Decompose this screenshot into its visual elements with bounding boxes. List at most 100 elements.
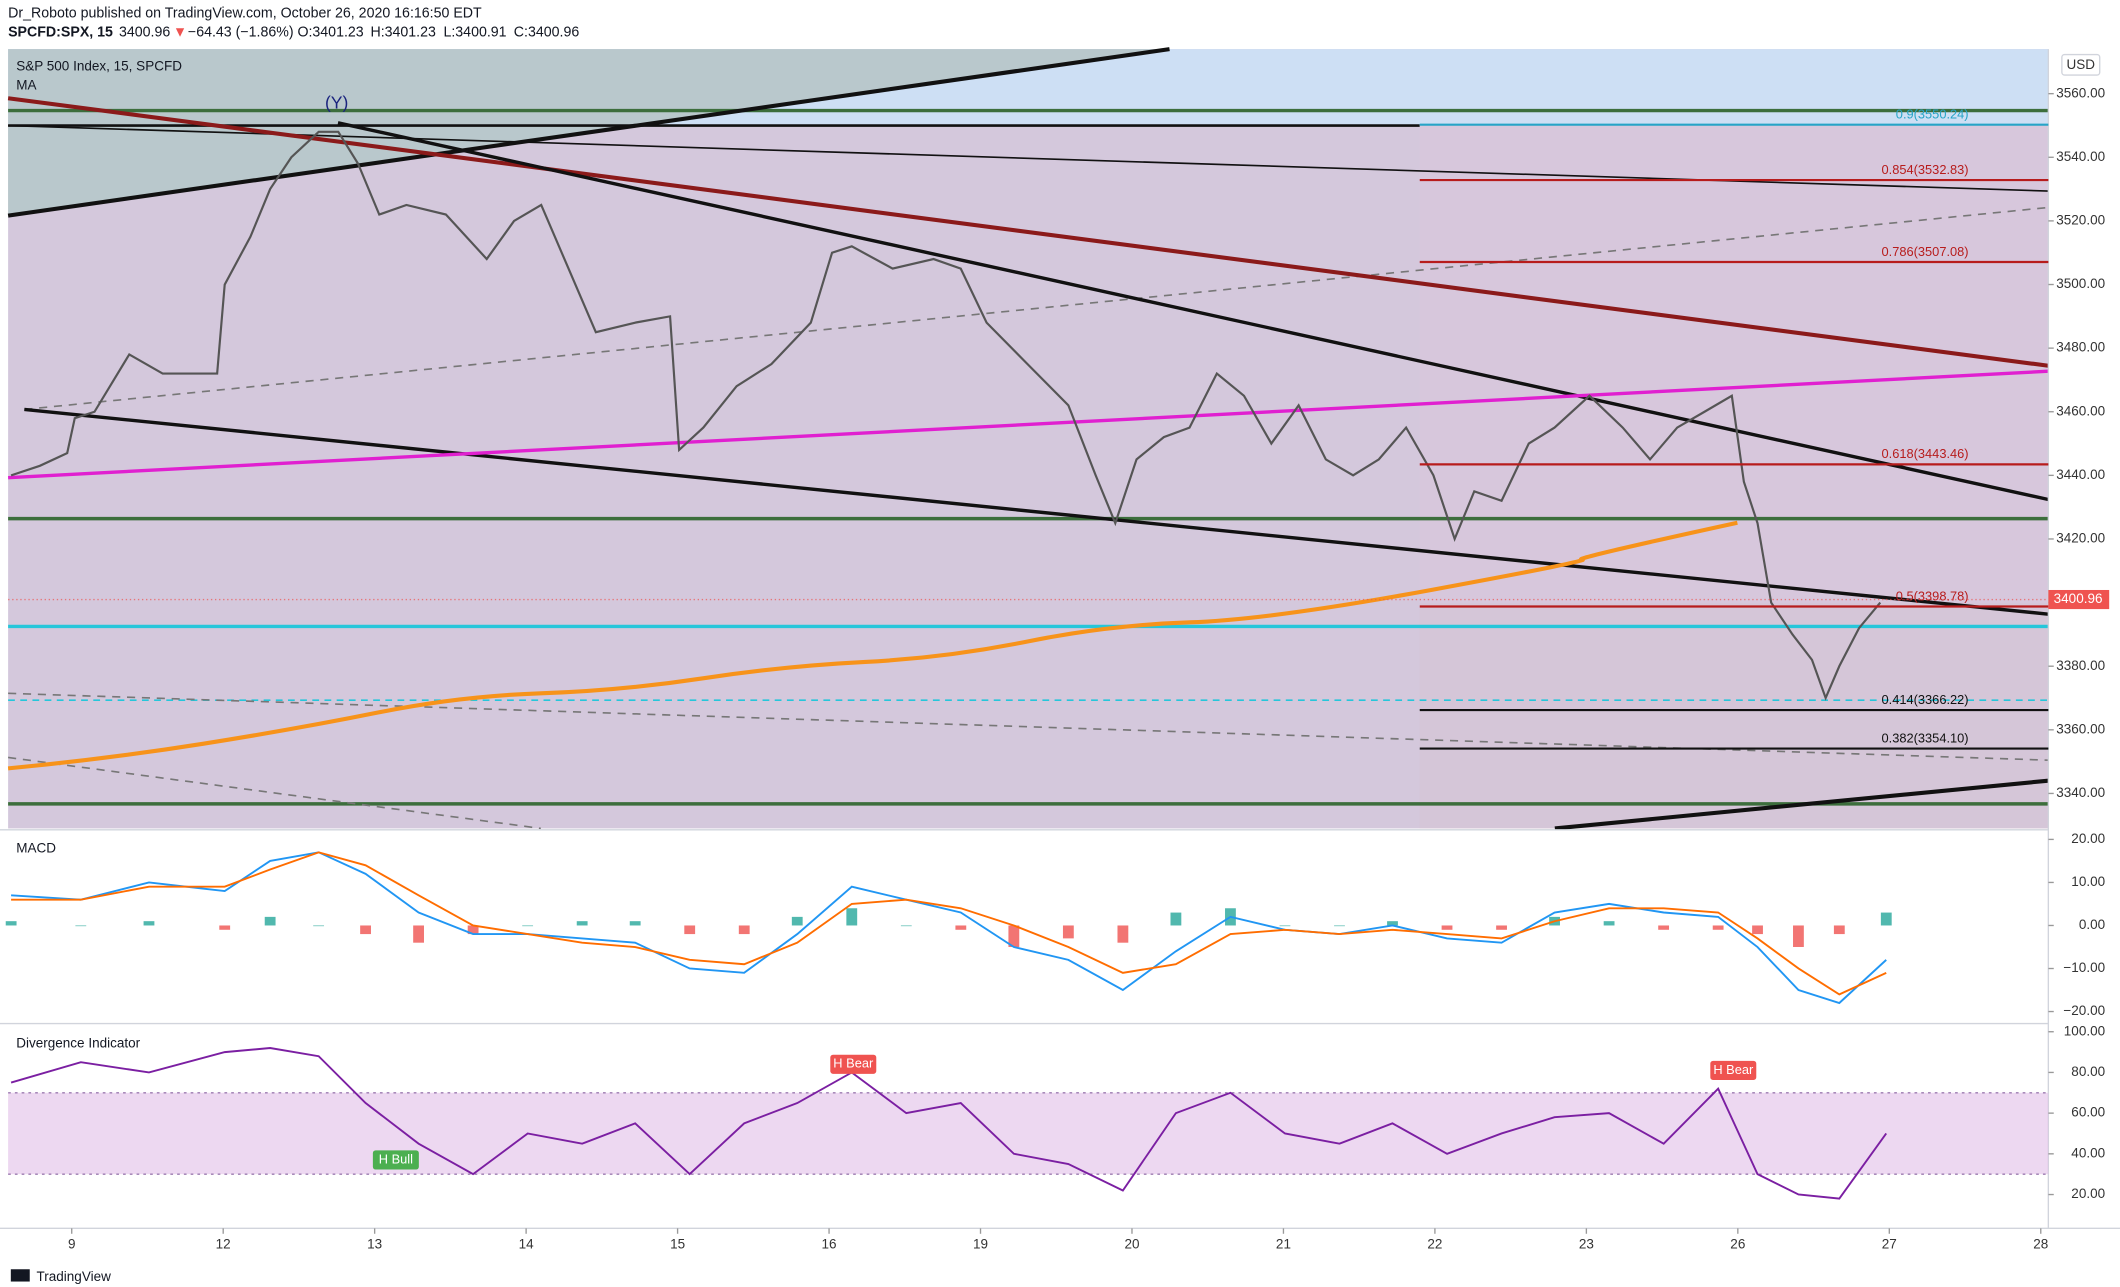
y-tick-label: 3440.00 — [2056, 467, 2105, 482]
zone — [1419, 125, 2049, 604]
level-label: 0.618(3443.46) — [1882, 446, 1969, 461]
y-tick-label: 3360.00 — [2056, 721, 2105, 736]
histogram-bar — [955, 925, 967, 930]
histogram-bar — [576, 921, 588, 926]
level-label: 0.9(3550.24) — [1896, 107, 1969, 122]
y-tick-label: 3500.00 — [2056, 276, 2105, 291]
x-tick-label: 13 — [367, 1236, 382, 1251]
annotation-box — [1710, 1060, 1757, 1080]
histogram-bar — [1441, 925, 1453, 930]
level-label: 0.5(3398.78) — [1896, 588, 1969, 603]
pane-title: Divergence Indicator — [16, 1036, 140, 1051]
brand: TradingView — [37, 1269, 112, 1284]
pane-title: S&P 500 Index, 15, SPCFD — [16, 58, 182, 73]
x-tick-label: 20 — [1124, 1236, 1139, 1251]
y-tick-label: −10.00 — [2063, 960, 2105, 975]
annotation-box — [372, 1150, 419, 1170]
x-tick-label: 9 — [68, 1236, 76, 1251]
histogram-bar — [1880, 912, 1892, 926]
zone — [1419, 603, 2049, 829]
data-line — [10, 130, 1882, 701]
currency: USD — [2067, 57, 2096, 72]
last-price: 3400.96 — [119, 24, 170, 40]
y-tick-label: 80.00 — [2071, 1064, 2105, 1079]
pane-title: MACD — [16, 840, 56, 855]
histogram-bar — [360, 925, 371, 935]
x-tick-label: 26 — [1730, 1236, 1745, 1251]
high: H:3401.23 — [370, 24, 436, 40]
histogram-bar — [1279, 925, 1291, 927]
change: −64.43 (−1.86%) — [188, 24, 294, 40]
y-tick-label: 60.00 — [2071, 1105, 2105, 1120]
histogram-bar — [313, 925, 325, 927]
histogram-bar — [1603, 921, 1615, 926]
annotation-label: H Bull — [379, 1151, 413, 1166]
histogram-bar — [1793, 925, 1804, 947]
author-line: Dr_Roboto published on TradingView.com, … — [8, 5, 482, 21]
x-tick-label: 22 — [1427, 1236, 1442, 1251]
x-tick-label: 23 — [1579, 1236, 1594, 1251]
trendline — [337, 121, 2049, 502]
arrow: ▼ — [173, 24, 187, 40]
histogram-bar — [1008, 925, 1020, 947]
y-tick-label: 3340.00 — [2056, 785, 2105, 800]
y-tick-label: 3460.00 — [2056, 403, 2105, 418]
last-price-box — [2048, 589, 2110, 610]
histogram-bar — [1712, 925, 1724, 930]
histogram-bar — [738, 925, 750, 935]
x-tick-label: 12 — [216, 1236, 231, 1251]
trendline — [24, 407, 2049, 616]
open: O:3401.23 — [297, 24, 363, 40]
trendline — [7, 47, 1170, 218]
histogram-bar — [684, 925, 696, 935]
wave-label: (Y) — [325, 92, 348, 112]
histogram-bar — [413, 925, 424, 943]
x-tick-label: 19 — [973, 1236, 988, 1251]
y-tick-label: 3520.00 — [2056, 212, 2105, 227]
x-tick-label: 21 — [1276, 1236, 1291, 1251]
x-tick-label: 14 — [519, 1236, 534, 1251]
histogram-bar — [1062, 925, 1074, 939]
x-tick-label: 15 — [670, 1236, 685, 1251]
y-tick-label: 40.00 — [2071, 1145, 2105, 1160]
annotation-label: H Bear — [833, 1056, 874, 1071]
last-price-label: 3400.96 — [2054, 591, 2103, 606]
level-label: 0.854(3532.83) — [1882, 162, 1969, 177]
histogram-bar — [900, 925, 912, 927]
y-tick-label: 3560.00 — [2056, 85, 2105, 100]
histogram-bar — [219, 925, 231, 930]
low: L:3400.91 — [443, 24, 506, 40]
x-tick-label: 16 — [822, 1236, 837, 1251]
histogram-bar — [264, 916, 276, 926]
trendline — [7, 96, 2049, 368]
y-tick-label: 3480.00 — [2056, 340, 2105, 355]
trendline — [24, 206, 2049, 411]
indicator-label: MA — [16, 78, 37, 93]
level-label: 0.414(3366.22) — [1882, 692, 1969, 707]
histogram-bar — [791, 916, 803, 926]
data-line — [11, 851, 1887, 1005]
currency-box — [2061, 53, 2101, 76]
symbol: SPCFD:SPX, 15 — [8, 24, 113, 40]
band — [8, 1092, 2049, 1175]
trendline — [8, 756, 541, 830]
annotation-box — [830, 1054, 877, 1074]
histogram-bar — [5, 921, 17, 926]
y-tick-label: 100.00 — [2064, 1023, 2106, 1038]
histogram-bar — [1752, 925, 1763, 935]
x-tick-label: 28 — [2033, 1236, 2048, 1251]
level-label: 0.382(3354.10) — [1882, 730, 1969, 745]
y-tick-label: 10.00 — [2071, 874, 2105, 889]
histogram-bar — [522, 925, 534, 927]
histogram-bar — [1496, 925, 1507, 930]
y-tick-label: 20.00 — [2071, 1186, 2105, 1201]
histogram-bar — [629, 921, 641, 926]
trendline — [8, 369, 2049, 480]
y-tick-label: 3540.00 — [2056, 149, 2105, 164]
moving-average — [7, 520, 1738, 771]
data-line — [11, 851, 1887, 996]
data-line — [10, 1047, 1887, 1200]
logo — [10, 1269, 30, 1282]
histogram-bar — [1387, 921, 1398, 926]
